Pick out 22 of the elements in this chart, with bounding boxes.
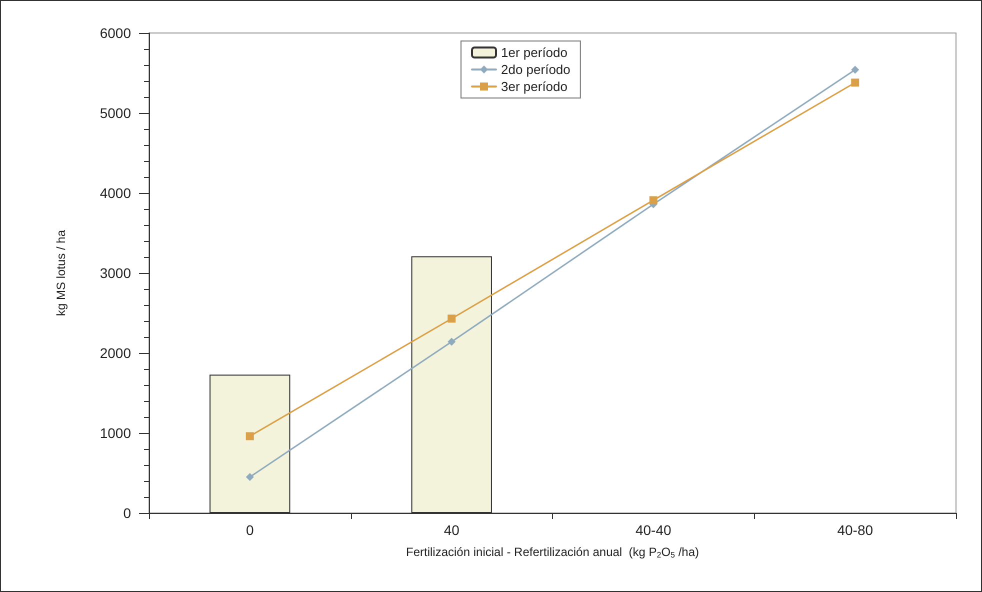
point [448, 338, 456, 346]
y-tick-label: 0 [123, 505, 132, 521]
point [851, 66, 860, 74]
x-tick-label: 40-40 [635, 522, 672, 538]
x-tick-label: 40 [444, 522, 460, 538]
point [246, 473, 254, 481]
point [851, 78, 860, 87]
y-tick-label: 1000 [100, 425, 132, 441]
y-tick-label: 5000 [100, 105, 132, 121]
legend-label: 3er período [501, 79, 568, 94]
y-axis-title: kg MS lotus / ha [54, 230, 68, 316]
point [448, 314, 456, 323]
point [649, 196, 658, 204]
legend-label: 1er período [501, 45, 568, 60]
y-tick-label: 3000 [100, 265, 132, 281]
x-tick-label: 40-80 [837, 522, 874, 538]
legend-label: 2do período [501, 62, 570, 77]
x-tick-label: 0 [246, 522, 254, 538]
point [246, 432, 254, 440]
y-tick-label: 2000 [100, 345, 132, 361]
y-tick-label: 6000 [100, 25, 132, 41]
y-tick-label: 4000 [100, 185, 132, 201]
